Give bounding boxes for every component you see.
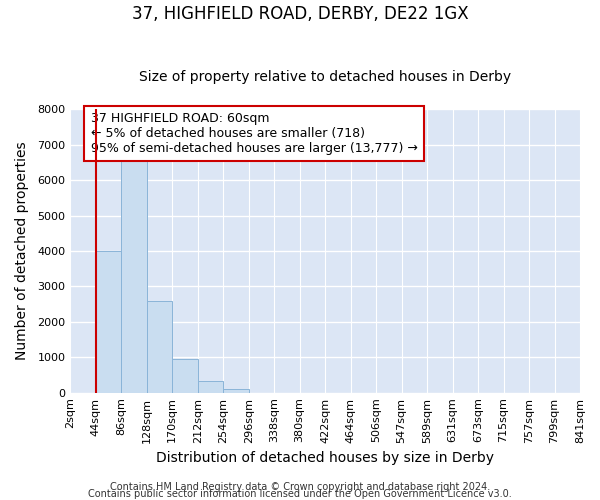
Title: Size of property relative to detached houses in Derby: Size of property relative to detached ho… bbox=[139, 70, 511, 85]
Bar bbox=[198, 381, 223, 392]
Text: Contains public sector information licensed under the Open Government Licence v3: Contains public sector information licen… bbox=[88, 489, 512, 499]
Bar bbox=[96, 251, 121, 392]
Text: 37, HIGHFIELD ROAD, DERBY, DE22 1GX: 37, HIGHFIELD ROAD, DERBY, DE22 1GX bbox=[131, 5, 469, 23]
Bar bbox=[121, 159, 147, 392]
Text: 37 HIGHFIELD ROAD: 60sqm
← 5% of detached houses are smaller (718)
95% of semi-d: 37 HIGHFIELD ROAD: 60sqm ← 5% of detache… bbox=[91, 112, 418, 155]
Y-axis label: Number of detached properties: Number of detached properties bbox=[15, 142, 29, 360]
Text: Contains HM Land Registry data © Crown copyright and database right 2024.: Contains HM Land Registry data © Crown c… bbox=[110, 482, 490, 492]
Bar bbox=[223, 389, 249, 392]
Bar bbox=[172, 359, 198, 392]
X-axis label: Distribution of detached houses by size in Derby: Distribution of detached houses by size … bbox=[156, 451, 494, 465]
Bar bbox=[147, 300, 172, 392]
